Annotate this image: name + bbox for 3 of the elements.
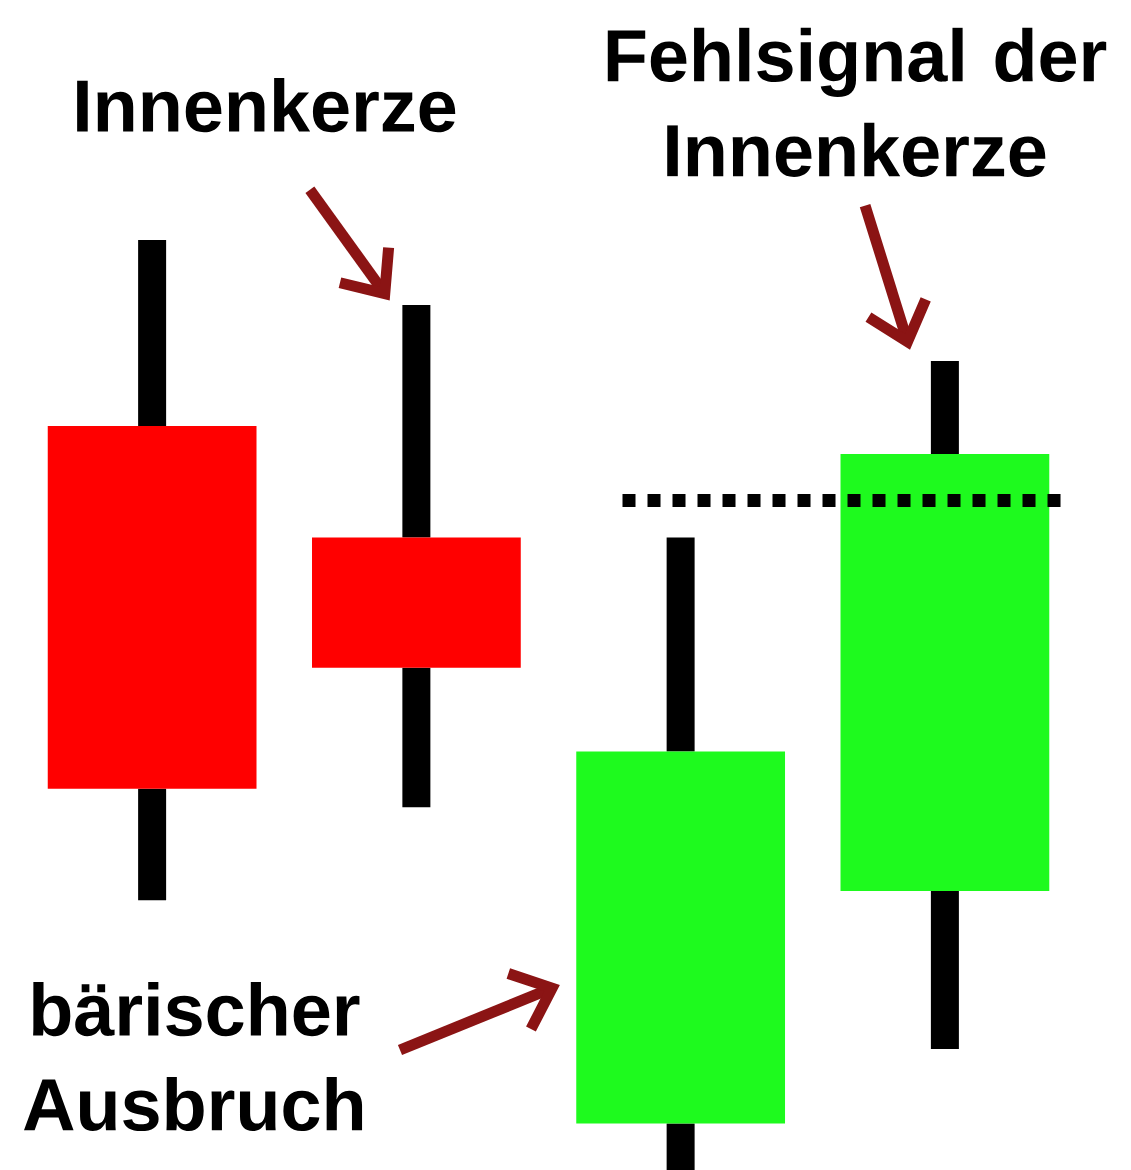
text: Fehlsignal der Innenkerze: [607, 27, 1107, 177]
annotation: bärischer Ausbruch: [23, 982, 363, 1132]
text: Innenkerze: [77, 78, 456, 133]
